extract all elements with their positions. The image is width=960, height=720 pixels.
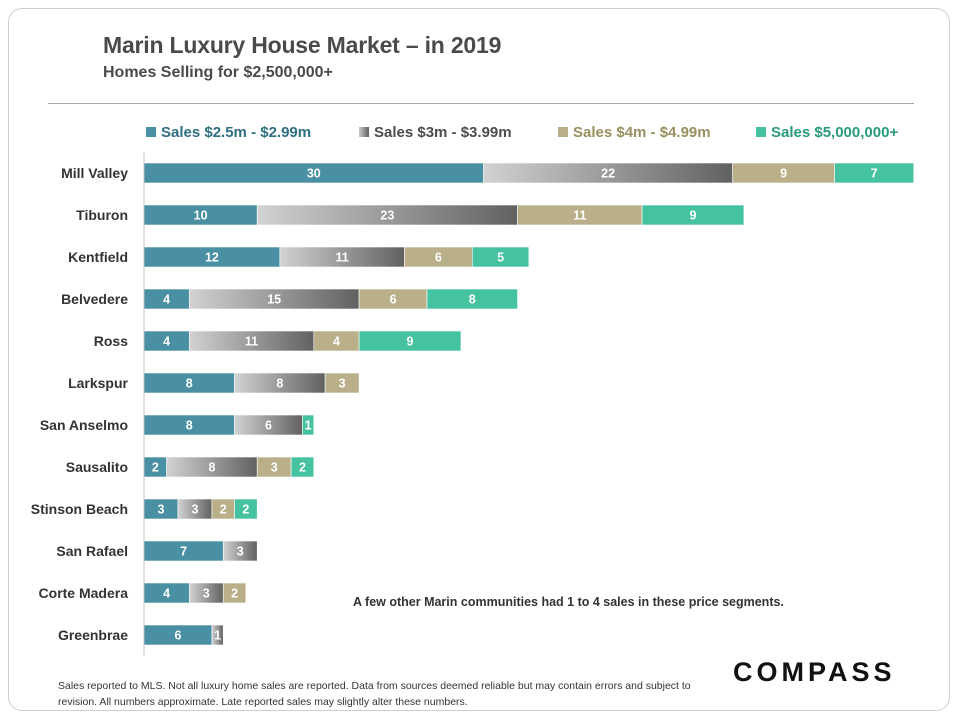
category-label-san-rafael: San Rafael — [56, 543, 128, 559]
data-label-kentfield-2-5m: 12 — [205, 251, 219, 265]
category-label-sausalito: Sausalito — [66, 459, 128, 475]
legend-swatch-4m — [558, 127, 568, 137]
legend-item-3m: Sales $3m - $3.99m — [359, 121, 512, 143]
chart-title: Marin Luxury House Market – in 2019 — [103, 32, 502, 58]
data-label-belvedere-2-5m: 4 — [163, 293, 170, 307]
bar-san-anselmo-5m — [302, 414, 315, 436]
category-label-kentfield: Kentfield — [68, 249, 128, 265]
bar-stinson-beach-5m — [234, 498, 258, 520]
data-label-sausalito-4m: 3 — [271, 461, 278, 475]
bar-mill-valley-5m — [834, 162, 915, 184]
category-label-san-anselmo: San Anselmo — [40, 417, 128, 433]
data-label-kentfield-5m: 5 — [497, 251, 504, 265]
data-label-ross-3m: 11 — [245, 335, 258, 349]
data-label-san-anselmo-2-5m: 8 — [186, 419, 193, 433]
bar-sausalito-5m — [290, 456, 315, 478]
category-label-tiburon: Tiburon — [76, 207, 128, 223]
data-label-greenbrae-3m: 1 — [214, 629, 221, 643]
chart-subtitle: Homes Selling for $2,500,000+ — [103, 64, 333, 81]
legend-label-5m: Sales $5,000,000+ — [771, 123, 899, 141]
data-label-corte-madera-2-5m: 4 — [163, 587, 170, 601]
legend-item-4m: Sales $4m - $4.99m — [558, 121, 711, 143]
bar-kentfield-5m — [471, 246, 530, 268]
bar-larkspur-4m — [324, 372, 360, 394]
category-label-mill-valley: Mill Valley — [61, 165, 128, 181]
data-label-mill-valley-5m: 7 — [871, 167, 878, 181]
data-label-belvedere-5m: 8 — [469, 293, 476, 307]
compass-logo: COMPASS — [733, 657, 896, 687]
data-label-corte-madera-4m: 2 — [231, 587, 238, 601]
data-label-san-rafael-3m: 3 — [237, 545, 244, 559]
data-label-greenbrae-2-5m: 6 — [174, 629, 181, 643]
data-label-kentfield-3m: 11 — [335, 251, 348, 265]
bar-tiburon-5m — [641, 204, 745, 226]
legend-swatch-2-5m — [146, 127, 156, 137]
category-label-larkspur: Larkspur — [68, 375, 128, 391]
data-label-ross-4m: 4 — [333, 335, 340, 349]
data-label-stinson-beach-2-5m: 3 — [158, 503, 165, 517]
bar-belvedere-5m — [426, 288, 518, 310]
title-divider — [48, 103, 914, 104]
data-label-belvedere-3m: 15 — [267, 293, 281, 307]
data-label-larkspur-2-5m: 8 — [186, 377, 193, 391]
bar-ross-5m — [358, 330, 462, 352]
data-label-kentfield-4m: 6 — [435, 251, 442, 265]
bar-greenbrae-3m — [211, 624, 224, 646]
category-label-ross: Ross — [94, 333, 128, 349]
legend-item-5m: Sales $5,000,000+ — [756, 121, 898, 143]
legend-swatch-5m — [756, 127, 766, 137]
data-label-stinson-beach-4m: 2 — [220, 503, 227, 517]
data-label-mill-valley-3m: 22 — [601, 167, 615, 181]
data-label-san-rafael-2-5m: 7 — [180, 545, 187, 559]
data-label-tiburon-3m: 23 — [380, 209, 394, 223]
data-label-tiburon-5m: 9 — [690, 209, 697, 223]
data-label-belvedere-4m: 6 — [390, 293, 397, 307]
data-label-tiburon-4m: 11 — [573, 209, 586, 223]
chart-annotation: A few other Marin communities had 1 to 4… — [353, 595, 784, 609]
data-label-mill-valley-2-5m: 30 — [307, 167, 321, 181]
chart-legend: Sales $2.5m - $2.99m Sales $3m - $3.99m … — [146, 121, 926, 143]
footnote: Sales reported to MLS. Not all luxury ho… — [58, 680, 691, 708]
data-label-sausalito-2-5m: 2 — [152, 461, 159, 475]
bar-corte-madera-4m — [222, 582, 247, 604]
bar-san-rafael-3m — [222, 540, 258, 562]
data-label-mill-valley-4m: 9 — [780, 167, 787, 181]
legend-label-4m: Sales $4m - $4.99m — [573, 123, 711, 141]
legend-label-3m: Sales $3m - $3.99m — [374, 123, 512, 141]
category-label-belvedere: Belvedere — [61, 291, 128, 307]
data-label-san-anselmo-5m: 1 — [305, 419, 312, 433]
legend-swatch-3m — [359, 127, 369, 137]
data-label-tiburon-2-5m: 10 — [194, 209, 208, 223]
data-label-sausalito-3m: 8 — [208, 461, 215, 475]
data-label-corte-madera-3m: 3 — [203, 587, 210, 601]
category-label-corte-madera: Corte Madera — [39, 585, 129, 601]
data-label-larkspur-3m: 8 — [276, 377, 283, 391]
category-label-greenbrae: Greenbrae — [58, 627, 128, 643]
legend-label-2-5m: Sales $2.5m - $2.99m — [161, 123, 312, 141]
data-label-ross-5m: 9 — [407, 335, 414, 349]
data-label-stinson-beach-3m: 3 — [191, 503, 198, 517]
data-label-san-anselmo-3m: 6 — [265, 419, 272, 433]
category-label-stinson-beach: Stinson Beach — [31, 501, 128, 517]
data-label-sausalito-5m: 2 — [299, 461, 306, 475]
data-label-stinson-beach-5m: 2 — [242, 503, 249, 517]
data-label-ross-2-5m: 4 — [163, 335, 170, 349]
legend-item-2-5m: Sales $2.5m - $2.99m — [146, 121, 311, 143]
data-label-larkspur-4m: 3 — [339, 377, 346, 391]
